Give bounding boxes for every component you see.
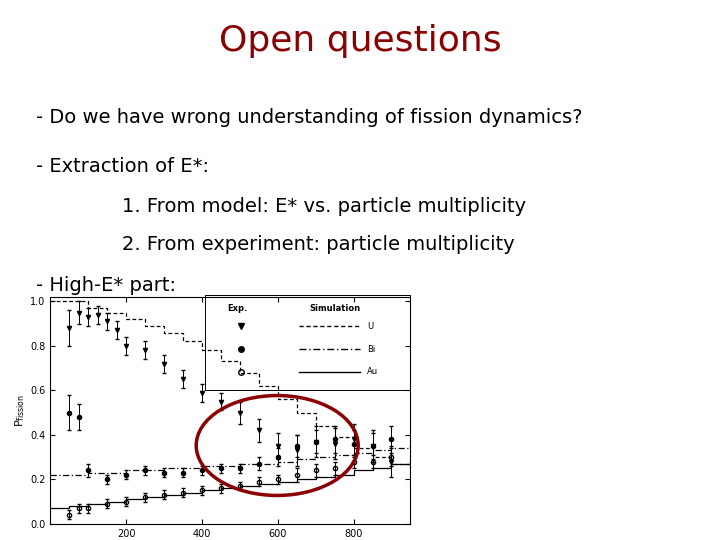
Text: Exp.: Exp. [227,304,247,313]
Text: - Do we have wrong understanding of fission dynamics?: - Do we have wrong understanding of fiss… [36,108,582,127]
Text: Bi: Bi [367,345,375,354]
Text: - Extraction of E*:: - Extraction of E*: [36,157,209,176]
Text: 1. From model: E* vs. particle multiplicity: 1. From model: E* vs. particle multiplic… [122,197,526,216]
Text: - High-E* part:: - High-E* part: [36,276,176,295]
Text: Simulation: Simulation [310,304,361,313]
Text: 2. From experiment: particle multiplicity: 2. From experiment: particle multiplicit… [122,235,515,254]
Text: U: U [367,322,374,331]
Y-axis label: P$_{\rm fission}$: P$_{\rm fission}$ [14,394,27,427]
FancyBboxPatch shape [205,295,410,390]
Text: Au: Au [367,367,378,376]
Text: Open questions: Open questions [219,24,501,58]
